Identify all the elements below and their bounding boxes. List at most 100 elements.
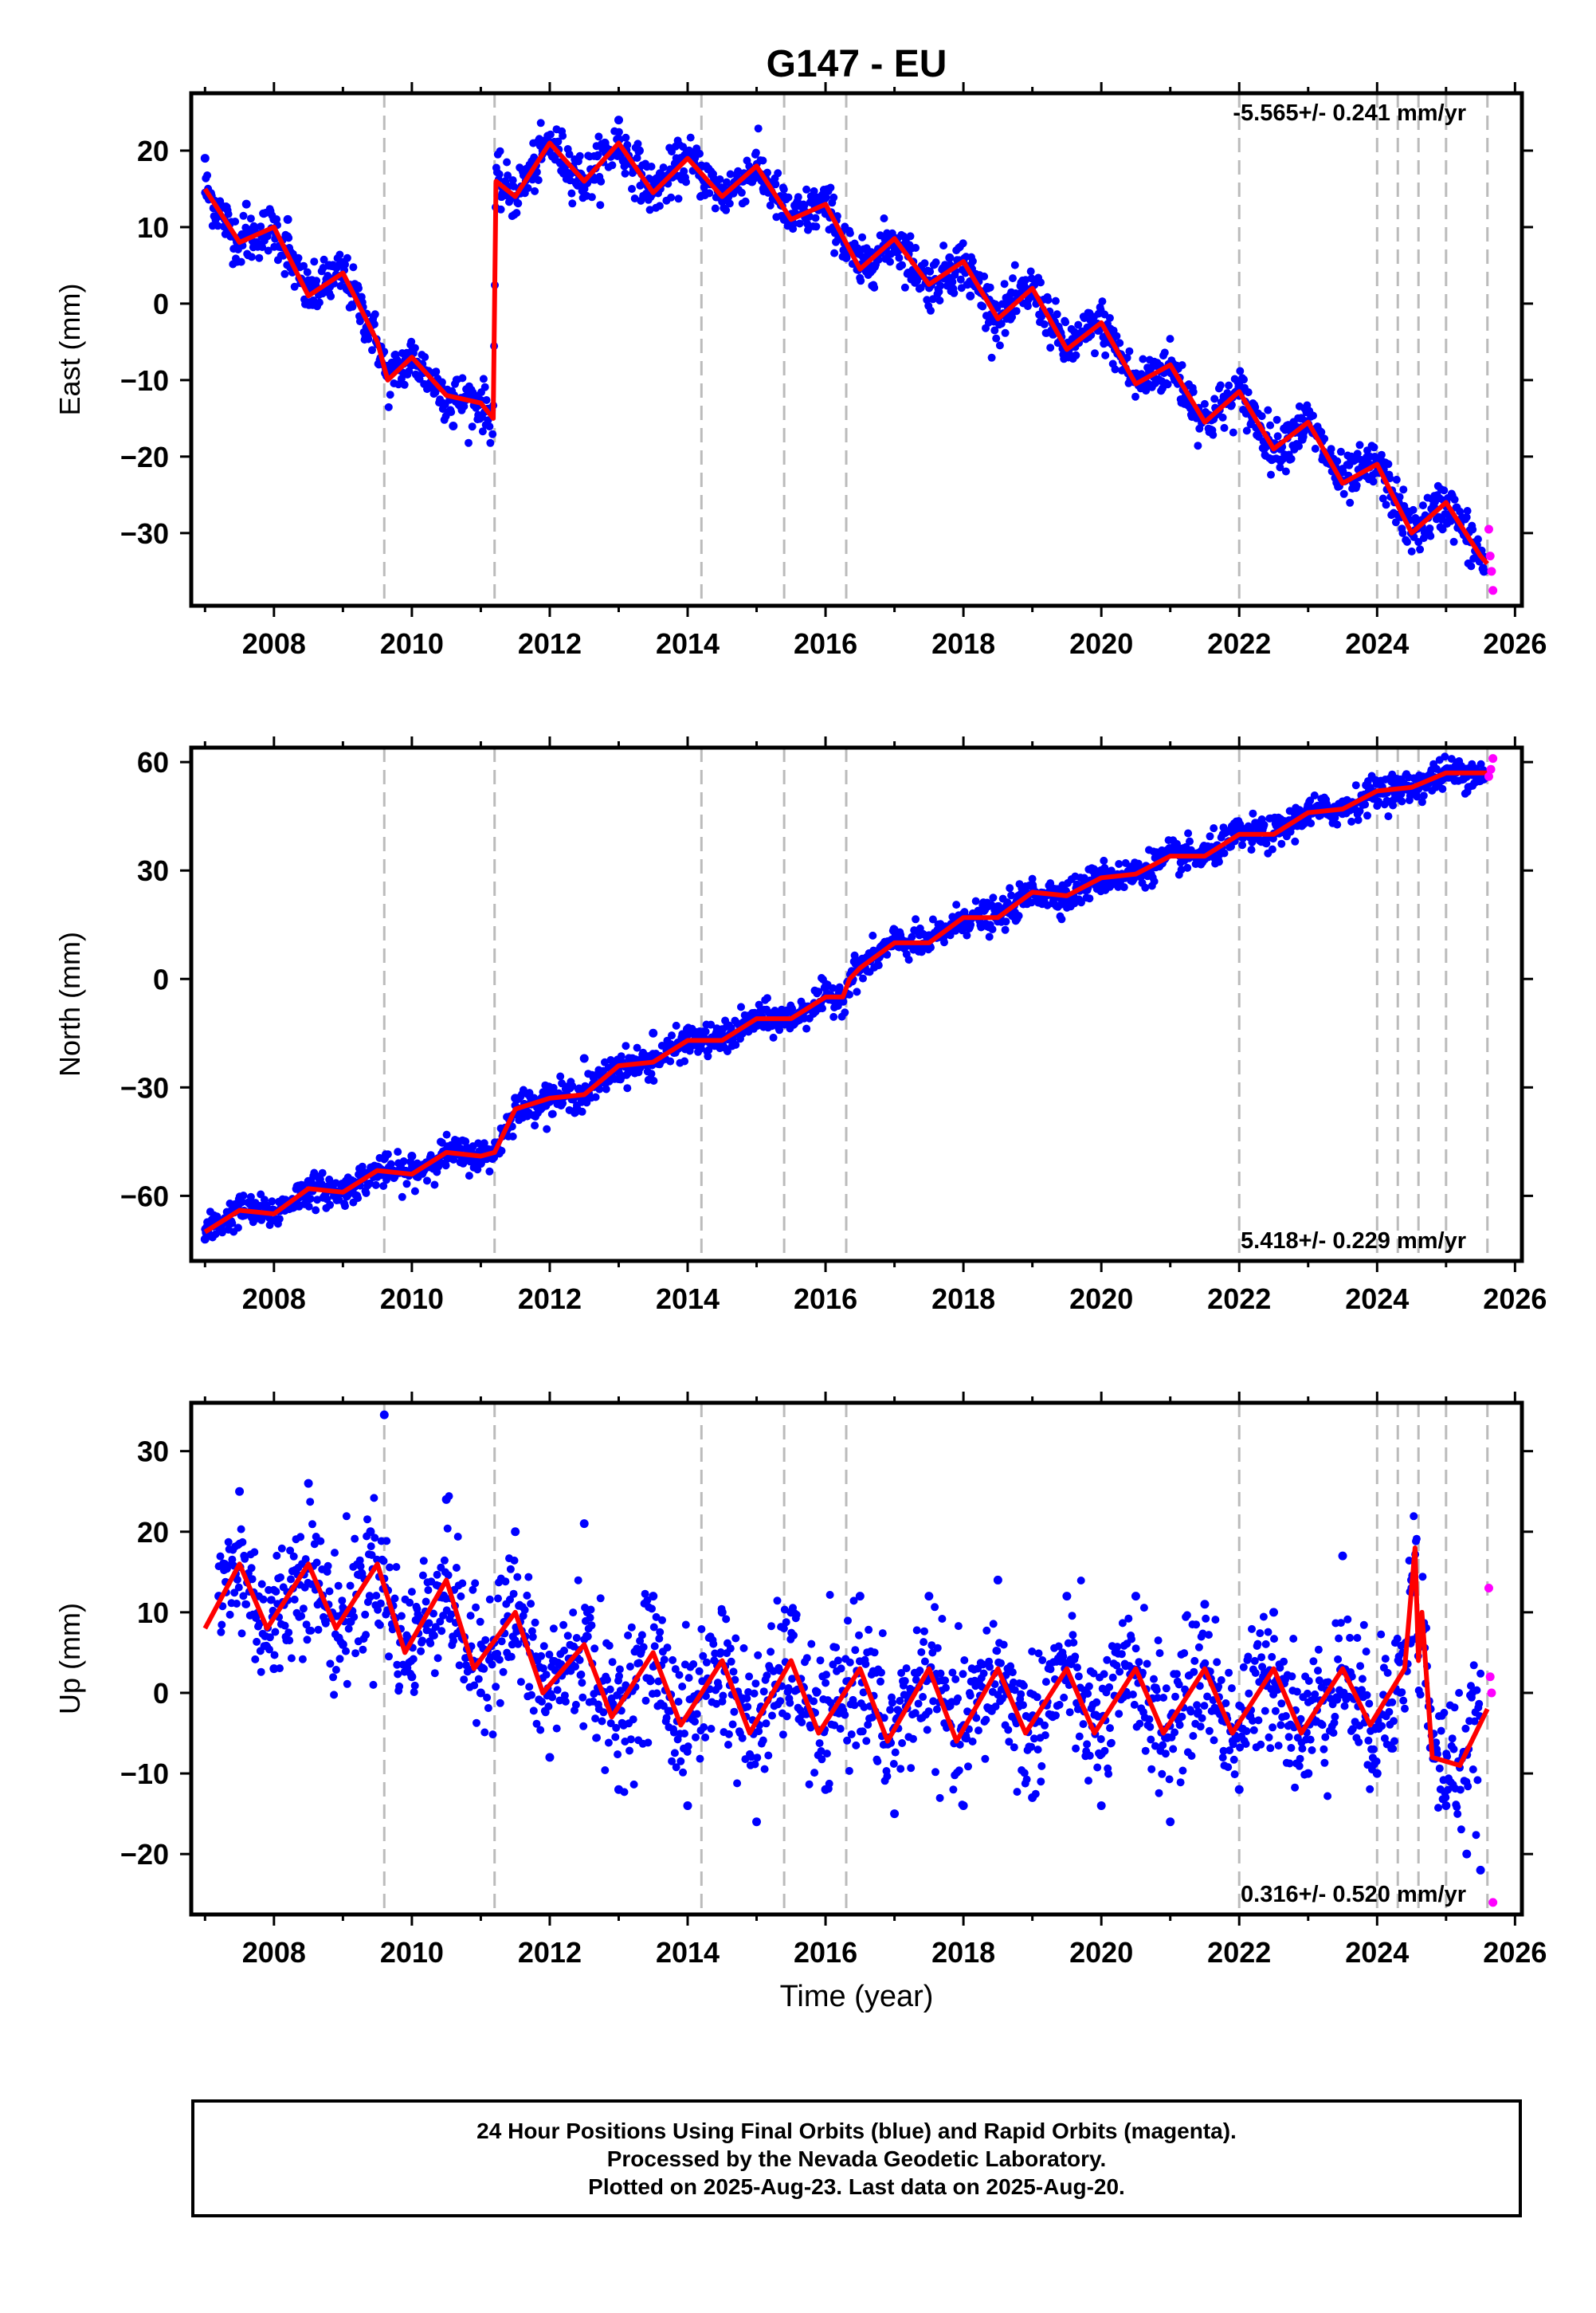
final-orbit-point <box>474 1675 483 1683</box>
final-orbit-point <box>940 938 948 947</box>
final-orbit-point <box>841 1710 849 1719</box>
final-orbit-point <box>1089 1669 1098 1678</box>
final-orbit-point <box>488 1660 496 1669</box>
final-orbit-point <box>935 296 944 304</box>
final-orbit-point <box>1159 1694 1168 1702</box>
final-orbit-point <box>997 1659 1005 1667</box>
final-orbit-point <box>1111 365 1120 374</box>
final-orbit-point <box>406 1598 414 1607</box>
final-orbit-point <box>830 1721 839 1730</box>
final-orbit-point <box>1007 891 1016 900</box>
final-orbit-point <box>850 951 859 960</box>
final-orbit-point <box>629 1715 637 1724</box>
final-orbit-point <box>675 1671 684 1679</box>
final-orbit-point <box>702 1692 710 1700</box>
final-orbit-point <box>1147 1765 1156 1773</box>
final-orbit-point <box>805 1780 814 1789</box>
final-orbit-point <box>200 154 210 163</box>
final-orbit-point <box>1351 456 1359 464</box>
final-orbit-point <box>1010 1686 1019 1694</box>
final-orbit-point <box>667 193 676 202</box>
final-orbit-point <box>441 1161 450 1170</box>
final-orbit-point <box>276 1573 284 1581</box>
final-orbit-point <box>459 1159 468 1168</box>
final-orbit-point <box>1069 1631 1077 1640</box>
final-orbit-point <box>1028 874 1037 883</box>
final-orbit-point <box>754 124 763 133</box>
final-orbit-point <box>572 1634 581 1642</box>
rapid-orbit-point <box>1488 586 1498 595</box>
final-orbit-point <box>924 931 934 941</box>
final-orbit-point <box>849 1596 858 1605</box>
final-orbit-point <box>1184 829 1193 838</box>
final-orbit-point <box>750 1689 759 1698</box>
final-orbit-point <box>348 302 357 311</box>
final-orbit-point <box>1028 880 1037 889</box>
final-orbit-point <box>537 1651 546 1660</box>
final-orbit-point <box>1425 524 1434 532</box>
final-orbit-point <box>739 1643 748 1652</box>
final-orbit-point <box>912 915 920 924</box>
final-orbit-point <box>668 1031 676 1040</box>
final-orbit-point <box>264 246 273 255</box>
final-orbit-point <box>1084 1777 1092 1785</box>
final-orbit-point <box>989 893 998 902</box>
final-orbit-point <box>1041 1678 1050 1687</box>
rapid-orbit-point <box>1488 754 1498 764</box>
final-orbit-point <box>457 1592 465 1600</box>
final-orbit-point <box>621 1738 629 1746</box>
final-orbit-point <box>532 1719 541 1728</box>
final-orbit-point <box>630 194 639 202</box>
final-orbit-point <box>362 1188 371 1197</box>
final-orbit-point <box>1116 1667 1124 1676</box>
final-orbit-point <box>859 974 867 983</box>
final-orbit-point <box>1171 1692 1179 1701</box>
final-orbit-point <box>845 229 854 238</box>
final-orbit-point <box>367 1551 376 1559</box>
final-orbit-point <box>1037 1777 1045 1786</box>
final-orbit-point <box>1146 1722 1155 1731</box>
final-orbit-point <box>1397 790 1406 799</box>
final-orbit-point <box>876 1677 884 1686</box>
final-orbit-point <box>939 242 948 250</box>
final-orbit-point <box>723 178 731 187</box>
final-orbit-point <box>634 146 644 155</box>
final-orbit-point <box>486 438 495 447</box>
final-orbit-point <box>845 1658 854 1667</box>
final-orbit-point <box>331 1179 340 1188</box>
final-orbit-point <box>751 1760 759 1769</box>
final-orbit-point <box>385 1652 393 1661</box>
final-orbit-point <box>807 1640 816 1648</box>
final-orbit-point <box>663 1643 672 1652</box>
final-orbit-point <box>1046 344 1055 352</box>
final-orbit-point <box>527 1691 535 1699</box>
final-orbit-point <box>898 1739 907 1747</box>
final-orbit-point <box>530 153 539 162</box>
final-orbit-point <box>702 1658 711 1667</box>
final-orbit-point <box>730 1707 739 1716</box>
final-orbit-point <box>258 243 267 251</box>
final-orbit-point <box>941 1676 950 1685</box>
final-orbit-point <box>601 1766 610 1774</box>
final-orbit-point <box>350 1612 359 1621</box>
final-orbit-point <box>822 1749 831 1758</box>
final-orbit-point <box>290 282 299 291</box>
final-orbit-point <box>1409 505 1418 514</box>
final-orbit-point <box>1040 320 1049 328</box>
final-orbit-point <box>1449 537 1458 546</box>
final-orbit-point <box>549 1624 558 1633</box>
final-orbit-point <box>578 1679 586 1687</box>
final-orbit-point <box>795 219 804 228</box>
final-orbit-point <box>528 1632 537 1641</box>
final-orbit-point <box>847 1730 856 1738</box>
final-orbit-point <box>1073 1705 1082 1714</box>
final-orbit-point <box>968 1738 977 1746</box>
final-orbit-point <box>950 289 959 297</box>
final-orbit-point <box>268 1197 276 1206</box>
final-orbit-point <box>211 1230 220 1239</box>
final-orbit-point <box>1165 1775 1174 1784</box>
final-orbit-point <box>443 1524 452 1533</box>
final-orbit-point <box>239 1592 248 1600</box>
final-orbit-point <box>1216 381 1225 390</box>
final-orbit-point <box>374 1605 382 1614</box>
